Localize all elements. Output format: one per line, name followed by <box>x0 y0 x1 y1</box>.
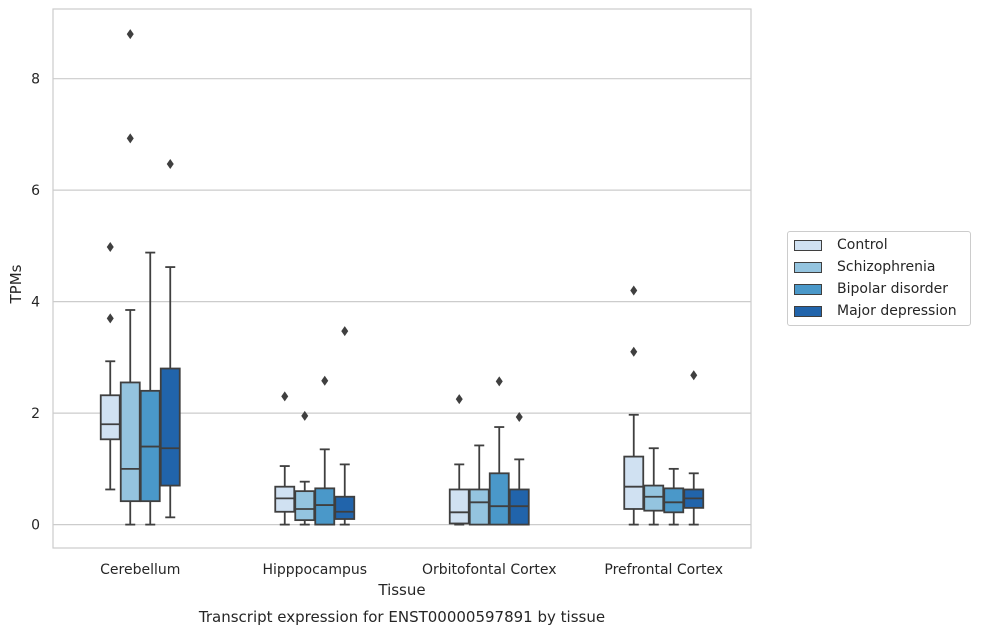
outlier-point <box>321 375 329 386</box>
box-body <box>99 394 121 441</box>
outlier-point <box>126 29 134 40</box>
x-tick-labels: Cerebellum Hipppocampus Orbitofontal Corte… <box>100 562 723 578</box>
box-body <box>294 490 316 522</box>
legend-label-bipolar-disorder: Bipolar disorder <box>837 281 949 297</box>
box-body <box>623 455 645 510</box>
box-1-0 <box>119 29 141 526</box>
y-tick-label-3: 6 <box>31 183 40 199</box>
box-0-2 <box>448 394 470 526</box>
plot-area <box>52 8 752 549</box>
legend: Control Schizophrenia Bipolar disorder M… <box>787 231 971 326</box>
box-body <box>314 487 336 526</box>
legend-swatch-control <box>794 239 822 251</box>
outlier-point <box>630 346 638 357</box>
box-2-2 <box>488 376 510 526</box>
x-tick-label-3: Prefrontal Cortex <box>604 562 723 578</box>
box-2-1 <box>314 375 336 526</box>
y-tick-label-1: 2 <box>31 406 40 422</box>
box-body <box>159 367 181 487</box>
outlier-point <box>166 158 174 169</box>
y-tick-label-0: 0 <box>31 518 40 534</box>
legend-label-major-depression: Major depression <box>837 303 957 319</box>
legend-label-schizophrenia: Schizophrenia <box>837 259 936 275</box>
box-body <box>663 487 685 514</box>
outlier-point <box>690 370 698 381</box>
outlier-point <box>106 313 114 324</box>
box-3-1 <box>334 326 356 526</box>
box-3-3 <box>683 370 705 526</box>
boxes <box>99 29 705 526</box>
outlier-point <box>106 242 114 253</box>
x-tick-label-1: Hipppocampus <box>262 562 367 578</box>
outlier-point <box>630 285 638 296</box>
box-1-3 <box>643 447 665 526</box>
legend-item-schizophrenia: Schizophrenia <box>794 257 935 277</box>
legend-label-control: Control <box>837 237 888 253</box>
y-tick-label-2: 4 <box>31 295 40 311</box>
outlier-point <box>281 391 289 402</box>
box-0-0 <box>99 242 121 491</box>
box-body <box>448 488 470 525</box>
box-1-2 <box>468 444 490 526</box>
legend-item-control: Control <box>794 235 888 255</box>
outlier-point <box>455 394 463 405</box>
box-3-0 <box>159 158 181 519</box>
x-tick-label-2: Orbitofontal Cortex <box>422 562 557 578</box>
box-1-1 <box>294 410 316 526</box>
box-0-3 <box>623 285 645 526</box>
box-0-1 <box>274 391 296 526</box>
legend-swatch-bipolar-disorder <box>794 283 822 295</box>
chart-title: Transcript expression for ENST0000059789… <box>198 608 605 626</box>
box-2-3 <box>663 467 685 526</box>
box-body <box>119 381 141 503</box>
outlier-point <box>301 410 309 421</box>
box-2-0 <box>139 251 161 526</box>
box-body <box>643 484 665 512</box>
outlier-point <box>515 412 523 423</box>
x-axis-label: Tissue <box>377 581 425 599</box>
x-tick-label-0: Cerebellum <box>100 562 180 578</box>
outlier-point <box>126 133 134 144</box>
y-axis-label: TPMs <box>7 264 25 304</box>
legend-swatch-major-depression <box>794 305 822 317</box>
box-body <box>488 472 510 526</box>
outlier-point <box>341 326 349 337</box>
y-tick-labels: 0 2 4 6 8 <box>31 72 40 534</box>
legend-item-bipolar-disorder: Bipolar disorder <box>794 279 948 299</box>
legend-item-major-depression: Major depression <box>794 301 957 321</box>
box-body <box>334 495 356 520</box>
y-tick-label-4: 8 <box>31 72 40 88</box>
box-body <box>468 488 490 526</box>
box-3-2 <box>508 412 530 526</box>
legend-swatch-schizophrenia <box>794 261 822 273</box>
outlier-point <box>495 376 503 387</box>
